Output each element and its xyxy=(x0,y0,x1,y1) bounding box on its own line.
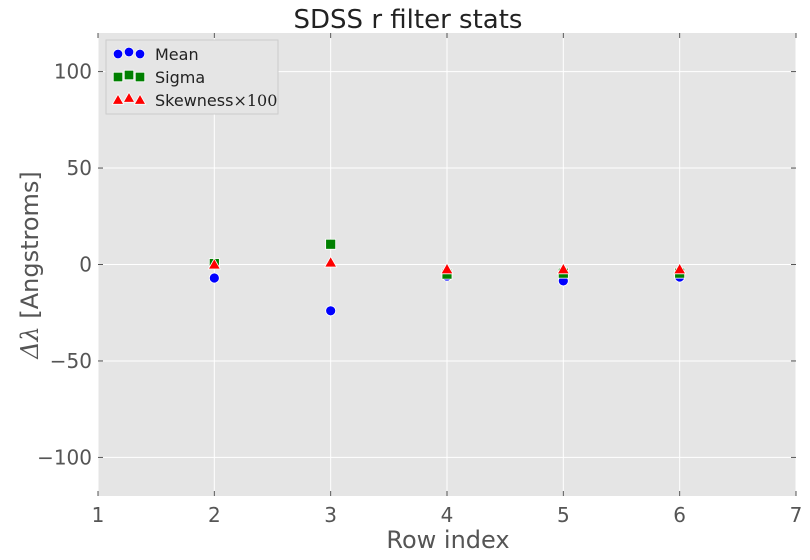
skewness-point xyxy=(323,255,338,268)
x-tick-label: 2 xyxy=(208,503,221,527)
data-markers xyxy=(207,238,687,317)
y-tick-label: −100 xyxy=(37,445,92,469)
x-tick-label: 4 xyxy=(441,503,454,527)
y-tick-label: −50 xyxy=(50,349,92,373)
x-tick-label: 3 xyxy=(324,503,337,527)
legend-marker-sigma xyxy=(134,71,146,83)
tick-marks xyxy=(97,33,797,496)
x-tick-label: 5 xyxy=(557,503,570,527)
y-tick-label: 100 xyxy=(54,60,92,84)
legend-marker-sigma xyxy=(112,71,124,83)
y-tick-label: 0 xyxy=(79,253,92,277)
legend-item-sigma: Sigma xyxy=(112,68,205,87)
y-axis-label: Δλ [Angstroms] xyxy=(16,171,44,360)
x-tick-label: 6 xyxy=(673,503,686,527)
y-axis-symbol: Δλ xyxy=(16,326,44,360)
legend-marker-skewness xyxy=(122,91,136,103)
x-tick-labels: 1 2 3 4 5 6 7 xyxy=(92,503,803,527)
series-skewness xyxy=(207,255,687,275)
legend: Mean Sigma Skewness×100 xyxy=(105,39,279,115)
chart-title: SDSS r filter stats xyxy=(294,5,523,35)
x-tick-label: 7 xyxy=(790,503,803,527)
y-tick-labels: −100 −50 0 50 100 xyxy=(37,60,92,470)
legend-label: Mean xyxy=(155,45,199,64)
skewness-point xyxy=(207,257,222,270)
x-tick-label: 1 xyxy=(92,503,105,527)
legend-marker-mean xyxy=(123,46,135,58)
skewness-point xyxy=(672,262,687,275)
legend-label: Skewness×100 xyxy=(155,91,277,110)
legend-marker-sigma xyxy=(123,69,135,81)
skewness-point xyxy=(440,262,454,275)
legend-marker-mean xyxy=(134,48,146,60)
legend-item-skewness: Skewness×100 xyxy=(111,91,277,110)
legend-item-mean: Mean xyxy=(112,45,199,64)
sigma-point xyxy=(325,238,337,250)
legend-marker-mean xyxy=(112,48,124,60)
y-tick-label: 50 xyxy=(67,156,92,180)
legend-marker-skewness xyxy=(111,93,125,105)
mean-point xyxy=(325,305,337,317)
legend-marker-skewness xyxy=(133,93,147,105)
y-axis-unit: [Angstroms] xyxy=(16,171,44,326)
mean-point xyxy=(208,272,220,284)
legend-label: Sigma xyxy=(155,68,205,87)
skewness-point xyxy=(556,262,571,275)
x-axis-label: Row index xyxy=(386,526,509,554)
legend-label-suffix: ×100 xyxy=(233,91,277,110)
